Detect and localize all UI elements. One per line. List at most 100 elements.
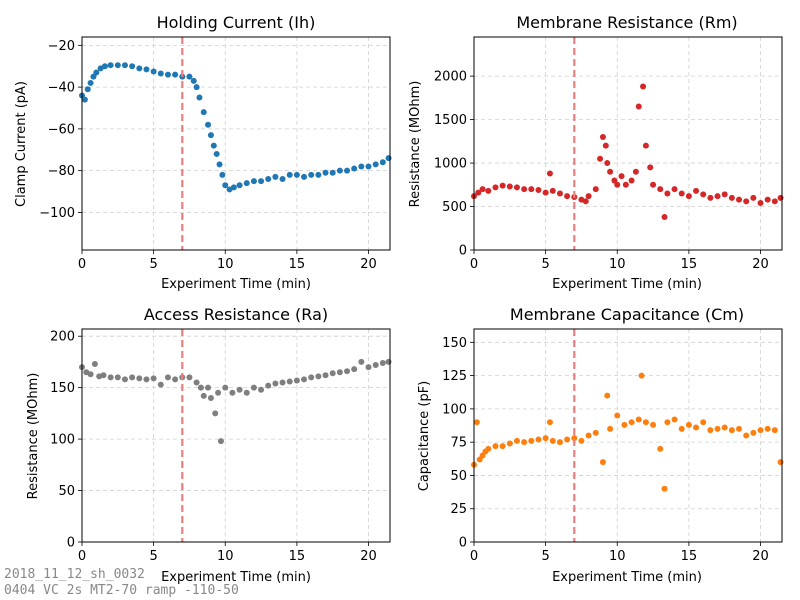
data-point — [197, 384, 204, 391]
data-point — [230, 184, 237, 191]
data-point — [485, 187, 492, 194]
data-point — [164, 71, 171, 78]
data-point — [479, 186, 486, 193]
x-tick-label: 15 — [681, 549, 698, 564]
y-tick-label: 125 — [442, 369, 467, 384]
data-point — [642, 142, 649, 149]
data-point — [592, 429, 599, 436]
data-point — [700, 191, 707, 198]
data-point — [542, 189, 549, 196]
data-point — [193, 84, 200, 91]
y-axis-label: Clamp Current (pA) — [14, 81, 29, 207]
data-point — [721, 191, 728, 198]
data-point — [107, 62, 114, 69]
data-point — [136, 375, 143, 382]
data-point — [293, 377, 300, 384]
data-point — [222, 384, 229, 391]
data-point — [664, 190, 671, 197]
data-point — [172, 71, 179, 78]
data-point — [213, 150, 220, 157]
data-point — [379, 359, 386, 366]
data-point — [599, 459, 606, 466]
data-point — [700, 419, 707, 426]
data-point — [678, 190, 685, 197]
data-point — [219, 171, 226, 178]
data-point — [521, 439, 528, 446]
x-tick-label: 0 — [470, 257, 478, 272]
data-point — [647, 164, 654, 171]
data-point — [279, 379, 286, 386]
data-point — [602, 142, 609, 149]
data-point — [721, 424, 728, 431]
data-point — [322, 372, 329, 379]
data-point — [685, 193, 692, 200]
data-point — [622, 181, 629, 188]
data-point — [129, 63, 136, 70]
y-axis-label: Resistance (MOhm) — [26, 373, 41, 500]
data-point — [100, 372, 107, 379]
data-point — [308, 374, 315, 381]
data-point — [157, 70, 164, 77]
panel-membrane-capacitance: Membrane Capacitance (Cm) Experiment Tim… — [417, 305, 784, 585]
data-point — [599, 133, 606, 140]
data-point — [250, 384, 257, 391]
grid — [81, 37, 390, 250]
x-tick-label: 20 — [752, 257, 769, 272]
grid — [81, 329, 390, 543]
data-point — [129, 374, 136, 381]
data-point — [597, 155, 604, 162]
data-point — [365, 364, 372, 371]
data-point — [385, 155, 392, 162]
data-point — [607, 425, 614, 432]
data-point — [535, 187, 542, 194]
x-tick-label: 5 — [149, 549, 157, 564]
x-axis-label: Experiment Time (min) — [161, 570, 311, 585]
data-point — [121, 376, 128, 383]
data-point — [499, 443, 506, 450]
y-tick-label: −80 — [48, 164, 75, 179]
data-point — [205, 384, 212, 391]
data-point — [661, 213, 668, 220]
data-point — [193, 379, 200, 386]
data-point — [212, 410, 219, 417]
x-tick-label: 15 — [289, 549, 306, 564]
y-tick-label: −40 — [48, 81, 75, 96]
data-point — [777, 194, 784, 201]
data-point — [546, 419, 553, 426]
data-point — [272, 173, 279, 180]
data-point — [265, 382, 272, 389]
data-point — [279, 176, 286, 182]
x-tick-label: 5 — [541, 549, 549, 564]
data-point — [714, 193, 721, 200]
data-point — [114, 374, 121, 381]
x-tick-label: 0 — [78, 549, 86, 564]
data-point — [635, 416, 642, 423]
data-point — [143, 66, 150, 73]
data-point — [499, 182, 506, 189]
data-point — [186, 374, 193, 381]
data-point — [485, 445, 492, 452]
data-point — [190, 77, 197, 84]
data-point — [506, 440, 513, 447]
data-point — [286, 171, 293, 178]
data-point — [121, 62, 128, 69]
y-axis-label: Capacitance (pF) — [417, 381, 432, 491]
data-point — [91, 360, 98, 367]
data-point — [243, 180, 250, 187]
data-point — [604, 392, 611, 399]
data-series — [471, 83, 784, 220]
data-point — [150, 375, 157, 382]
data-point — [736, 196, 743, 203]
data-point — [272, 380, 279, 387]
data-point — [336, 369, 343, 376]
y-tick-label: 200 — [50, 330, 75, 345]
data-point — [344, 368, 351, 375]
y-tick-label: 100 — [50, 433, 75, 448]
x-tick-label: 15 — [289, 257, 306, 272]
data-point — [621, 421, 628, 428]
x-axis-label: Experiment Time (min) — [552, 570, 702, 585]
y-tick-label: 150 — [442, 336, 467, 351]
data-point — [315, 171, 322, 178]
data-point — [728, 427, 735, 434]
data-point — [678, 425, 685, 432]
